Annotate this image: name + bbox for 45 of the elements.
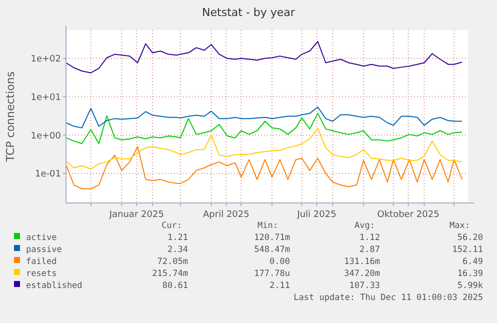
text: 6.49 — [462, 257, 483, 267]
text: 107.33 — [349, 281, 380, 291]
x-tick-label: Oktober 2025 — [377, 210, 440, 220]
text: 5.99k — [457, 281, 483, 291]
text: 2.11 — [270, 281, 290, 291]
x-tick-label: Juli 2025 — [296, 210, 336, 220]
text: Max: — [450, 221, 470, 231]
legend-label: passive — [26, 245, 62, 255]
text: Avg: — [354, 221, 375, 231]
text: Last update: Thu Dec 11 01:00:03 2025 — [294, 293, 483, 303]
text: 120.71m — [254, 233, 290, 243]
text: 1.12 — [360, 233, 380, 243]
text: 152.11 — [452, 245, 483, 255]
line-series — [66, 41, 463, 74]
line-series — [66, 128, 463, 170]
text: 548.47m — [254, 245, 290, 255]
text: Min: — [258, 221, 278, 231]
y-axis-title: TCP connections — [4, 71, 17, 163]
chart-title: Netstat - by year — [202, 6, 296, 19]
y-tick-label: 1e+01 — [30, 92, 61, 103]
text: 56.20 — [457, 233, 483, 243]
y-tick-label: 1e+00 — [30, 131, 62, 142]
text: 16.39 — [457, 269, 483, 279]
text: 131.16m — [344, 257, 380, 267]
text: 72.05m — [157, 257, 188, 267]
text: 0.00 — [270, 257, 290, 267]
line-series — [66, 112, 463, 144]
x-tick-label: April 2025 — [203, 210, 250, 220]
legend-label: established — [26, 281, 82, 291]
legend-label: failed — [26, 257, 57, 267]
line-series — [66, 146, 463, 190]
y-tick-label: 1e-01 — [35, 170, 61, 180]
text: 80.61 — [162, 281, 188, 291]
text: 347.20m — [344, 269, 380, 279]
text: 2.34 — [168, 245, 188, 255]
text: 2.87 — [360, 245, 380, 255]
text: 1.21 — [168, 233, 188, 243]
legend-label: resets — [26, 269, 57, 279]
y-tick-label: 1e+02 — [30, 54, 61, 65]
legend-label: active — [26, 233, 57, 243]
x-tick-label: Januar 2025 — [108, 210, 164, 220]
text: 177.78u — [254, 269, 290, 279]
line-series — [66, 106, 463, 128]
text: Cur: — [162, 221, 182, 231]
text: 215.74m — [152, 269, 188, 279]
